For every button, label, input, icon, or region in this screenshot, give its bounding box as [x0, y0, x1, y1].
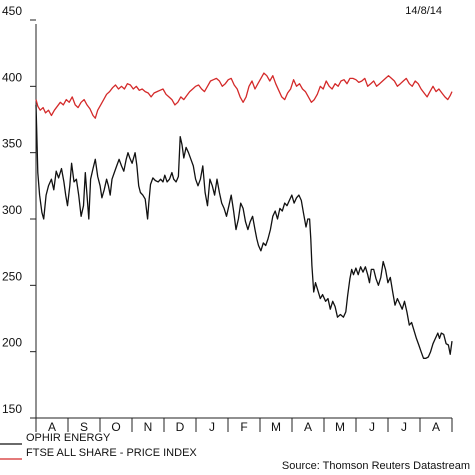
y-tick-label: 250 — [2, 269, 22, 283]
x-tick-label: O — [111, 420, 120, 434]
legend: OPHIR ENERGY FTSE ALL SHARE - PRICE INDEX — [0, 432, 197, 460]
y-tick-label: 350 — [2, 137, 22, 151]
legend-label: OPHIR ENERGY — [26, 432, 111, 444]
x-tick-label: M — [271, 420, 281, 434]
x-tick-label: J — [209, 420, 215, 434]
x-tick-label: A — [48, 420, 56, 434]
x-tick-label: N — [144, 420, 153, 434]
y-tick-group: 150 200 250 300 350 400 450 — [2, 4, 36, 419]
x-tick-label: A — [432, 420, 440, 434]
x-tick-label: S — [80, 420, 88, 434]
y-tick-label: 150 — [2, 402, 22, 416]
x-tick-label: A — [304, 420, 312, 434]
source-note: Source: Thomson Reuters Datastream — [282, 460, 470, 472]
x-tick-label: D — [176, 420, 185, 434]
y-tick-label: 200 — [2, 336, 22, 350]
x-tick-label: M — [335, 420, 345, 434]
ophir-energy-line — [35, 104, 453, 359]
y-tick-label: 300 — [2, 203, 22, 217]
x-tick-label: J — [369, 420, 375, 434]
y-tick-label: 450 — [2, 4, 22, 18]
series-group — [35, 72, 453, 359]
ftse-all-share-line — [35, 72, 453, 119]
x-tick-label: J — [401, 420, 407, 434]
legend-label: FTSE ALL SHARE - PRICE INDEX — [26, 447, 197, 459]
x-tick-label: F — [240, 420, 247, 434]
y-tick-label: 400 — [2, 70, 22, 84]
date-label: 14/8/14 — [405, 5, 442, 17]
